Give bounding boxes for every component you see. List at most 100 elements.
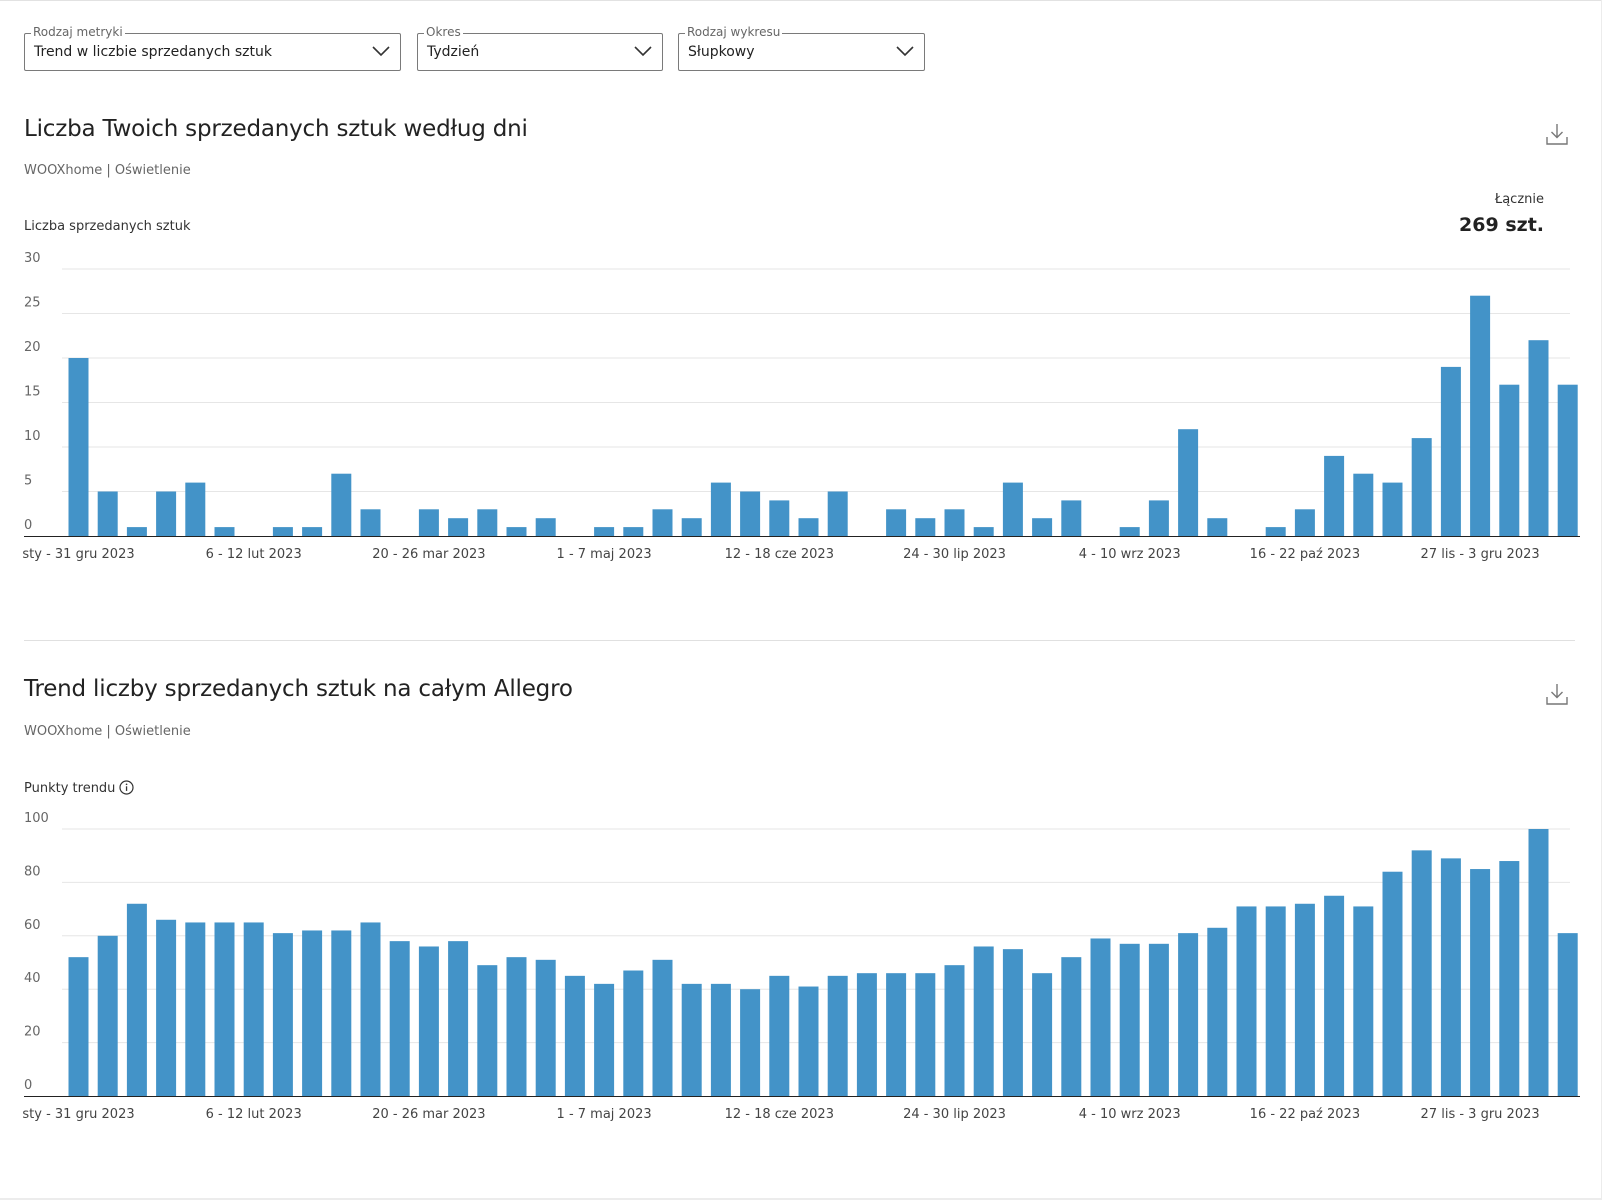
bar [1324,455,1345,536]
bar [360,509,381,536]
metric-type-select[interactable]: Rodzaj metryki Trend w liczbie sprzedany… [24,24,401,71]
bar [1032,518,1053,536]
bar [1178,429,1199,536]
bar [973,946,994,1096]
bar [156,491,177,536]
bar [740,989,761,1096]
bar [1236,906,1257,1096]
bar [68,358,89,536]
y-tick-label: 20 [24,1025,41,1040]
bar [652,509,673,536]
chart1-title: Liczba Twoich sprzedanych sztuk według d… [24,116,528,142]
bar [1382,871,1403,1096]
bar [243,922,264,1096]
download-icon[interactable] [1545,682,1569,706]
y-tick-label: 10 [24,429,41,444]
chart-type-label: Rodzaj wykresu [685,24,783,40]
bar [1090,938,1111,1096]
x-tick-label: 20 - 26 mar 2023 [372,547,485,562]
x-tick-label: 20 - 26 mar 2023 [372,1107,485,1122]
x-tick-label: 1 - 7 maj 2023 [557,1107,652,1122]
y-tick-label: 15 [24,385,41,400]
bar [1061,957,1082,1096]
bar [1411,438,1432,536]
bar [272,527,293,536]
bar [302,930,323,1096]
x-tick-label: 6 - 12 lut 2023 [206,547,302,562]
x-tick-label: 27 lis - 3 gru 2023 [1421,547,1540,562]
y-tick-label: 5 [24,474,32,489]
bar [214,922,235,1096]
x-tick-label: 4 - 10 wrz 2023 [1079,547,1181,562]
bar [1178,933,1199,1096]
period-select[interactable]: Okres Tydzień [417,24,663,71]
y-tick-label: 80 [24,864,41,879]
bar [1294,509,1315,536]
bar [1499,384,1520,536]
x-tick-label: 24 - 30 lip 2023 [903,547,1006,562]
bar [564,975,585,1096]
bar [827,975,848,1096]
bar [681,518,702,536]
bar [710,482,731,536]
chart2-ylabel: Punkty trendu [24,780,135,796]
bar [886,509,907,536]
bar [1032,973,1053,1096]
x-tick-label: 1 - 7 maj 2023 [557,547,652,562]
bar [360,922,381,1096]
bar [915,973,936,1096]
bar [827,491,848,536]
y-tick-label: 100 [24,811,49,826]
bar [1557,384,1578,536]
bar [1002,949,1023,1096]
bar [915,518,936,536]
bar [1207,927,1228,1096]
bar [681,983,702,1096]
bar [1119,527,1140,536]
x-tick-label: 24 - 30 lip 2023 [903,1107,1006,1122]
bar [1353,473,1374,536]
metric-type-label: Rodzaj metryki [31,24,125,40]
chart2-ylabel-text: Punkty trendu [24,781,116,796]
download-icon[interactable] [1545,122,1569,146]
bar [856,973,877,1096]
bar [506,527,527,536]
y-tick-label: 20 [24,340,41,355]
x-tick-label: 12 - 18 cze 2023 [725,1107,834,1122]
bar [331,473,352,536]
bar [389,941,410,1096]
bar [1499,861,1520,1096]
bar [448,518,469,536]
bar [302,527,323,536]
bar [944,509,965,536]
bar [477,509,498,536]
bar [506,957,527,1096]
bar [1440,366,1461,536]
bar [418,509,439,536]
bar [185,922,206,1096]
y-tick-label: 30 [24,251,41,266]
total-label: Łącznie [1494,192,1544,207]
bar [769,500,790,536]
bar [652,959,673,1096]
bar [331,930,352,1096]
bar [1440,858,1461,1096]
chart-type-value: Słupkowy [688,44,755,60]
bar [886,973,907,1096]
bar [1119,943,1140,1096]
section-divider [24,640,1575,641]
bar [1353,906,1374,1096]
y-tick-label: 0 [24,518,32,533]
chart-type-select[interactable]: Rodzaj wykresu Słupkowy [678,24,925,71]
bar [1294,903,1315,1096]
x-tick-label: 12 - 18 cze 2023 [725,547,834,562]
chevron-down-icon [634,46,652,57]
bar [769,975,790,1096]
info-icon[interactable] [119,780,135,795]
x-tick-label: 4 - 10 wrz 2023 [1079,1107,1181,1122]
bar [68,957,89,1096]
bar [1061,500,1082,536]
y-tick-label: 0 [24,1078,32,1093]
bar [214,527,235,536]
chart1-ylabel: Liczba sprzedanych sztuk [24,219,191,234]
